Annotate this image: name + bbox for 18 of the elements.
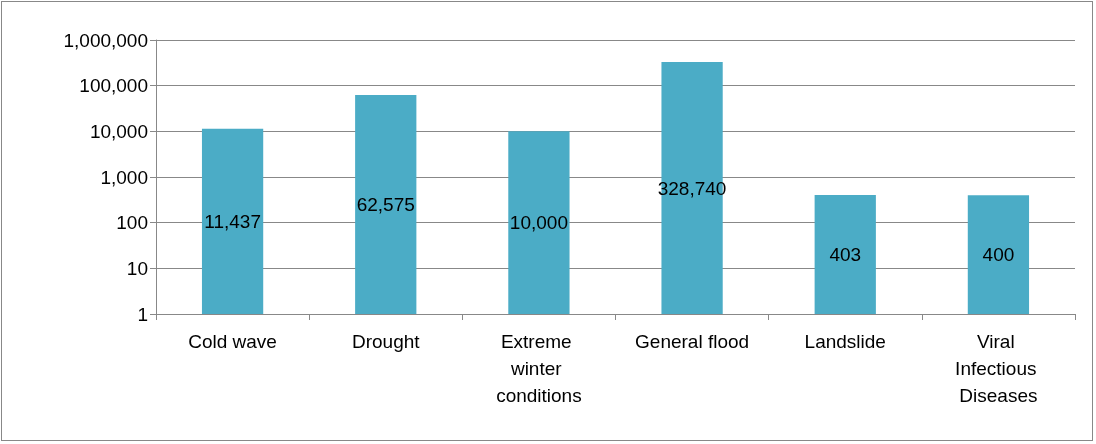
- x-tick-label: Viral Infectious Diseases: [955, 331, 1042, 406]
- y-tick-label: 100,000: [79, 75, 148, 97]
- x-tick-label: General flood: [635, 331, 750, 352]
- data-label: 10,000: [509, 212, 568, 234]
- data-label: 11,437: [204, 210, 261, 232]
- y-tick-label: 10,000: [89, 120, 148, 142]
- y-tick-label: 100: [116, 212, 148, 234]
- x-tick-label: Landslide: [804, 331, 886, 352]
- x-tick-label: Cold wave: [188, 331, 277, 352]
- x-tick-label: Extreme winter conditions: [496, 331, 582, 406]
- y-tick-label: 10: [126, 257, 148, 279]
- x-tick-label: Drought: [351, 331, 421, 352]
- data-label: 400: [982, 244, 1015, 266]
- data-label: 62,575: [356, 193, 415, 215]
- data-label: 403: [829, 244, 862, 266]
- y-tick-label: 1: [137, 303, 148, 325]
- y-tick-label: 1,000,000: [63, 29, 148, 51]
- y-tick-label: 1,000: [100, 166, 148, 188]
